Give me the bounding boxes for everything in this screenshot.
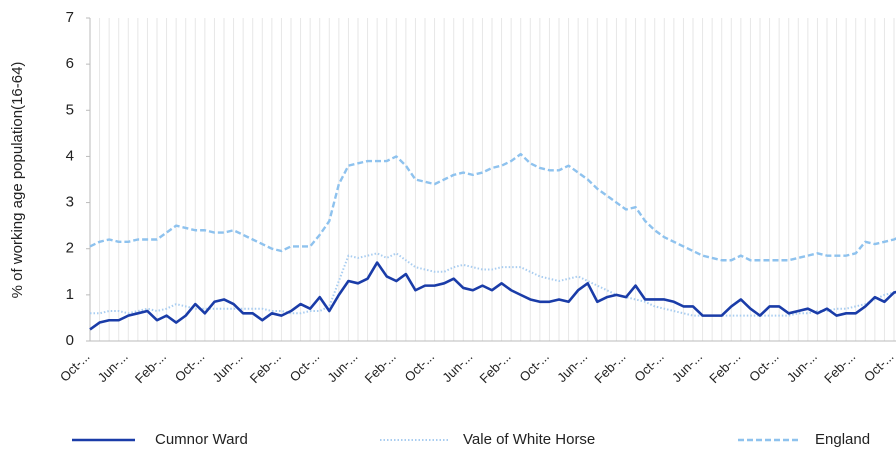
x-tick-label: Jun-...: [554, 349, 590, 385]
y-tick-label: 5: [66, 101, 74, 118]
series-line: [89, 152, 896, 262]
y-axis-label: % of working age population(16-64): [9, 62, 26, 299]
x-tick-label: Jun-...: [324, 349, 360, 385]
x-tick-label: Feb-...: [247, 349, 284, 386]
x-tick-label: Jun-...: [784, 349, 820, 385]
x-tick-label: Feb-...: [477, 349, 514, 386]
series-line: [89, 261, 896, 331]
x-tick-label: Feb-...: [591, 349, 628, 386]
x-tick-label: Oct-...: [746, 349, 782, 385]
x-tick-label: Feb-...: [821, 349, 858, 386]
legend-label: Vale of White Horse: [463, 431, 595, 448]
legend-label: Cumnor Ward: [155, 431, 248, 448]
x-tick-label: Jun-...: [669, 349, 705, 385]
series-line: [90, 252, 896, 317]
x-tick-label: Feb-...: [706, 349, 743, 386]
x-tick-label: Oct-...: [287, 349, 323, 385]
x-tick-label: Oct-...: [861, 349, 896, 385]
x-tick-label: Oct-...: [631, 349, 667, 385]
y-tick-label: 1: [66, 286, 74, 303]
legend-label: England: [815, 431, 870, 448]
y-tick-label: 7: [66, 9, 74, 26]
x-tick-label: Oct-...: [172, 349, 208, 385]
x-tick-label: Jun-...: [439, 349, 475, 385]
x-tick-label: Jun-...: [210, 349, 246, 385]
x-tick-label: Oct-...: [401, 349, 437, 385]
x-tick-label: Oct-...: [57, 349, 93, 385]
x-tick-label: Oct-...: [516, 349, 552, 385]
x-tick-label: Jun-...: [95, 349, 131, 385]
y-tick-label: 3: [66, 194, 74, 211]
y-tick-label: 4: [66, 147, 74, 164]
x-tick-label: Feb-...: [362, 349, 399, 386]
y-tick-label: 6: [66, 55, 74, 72]
x-tick-label: Feb-...: [132, 349, 169, 386]
y-tick-label: 0: [66, 332, 74, 349]
y-tick-label: 2: [66, 240, 74, 257]
